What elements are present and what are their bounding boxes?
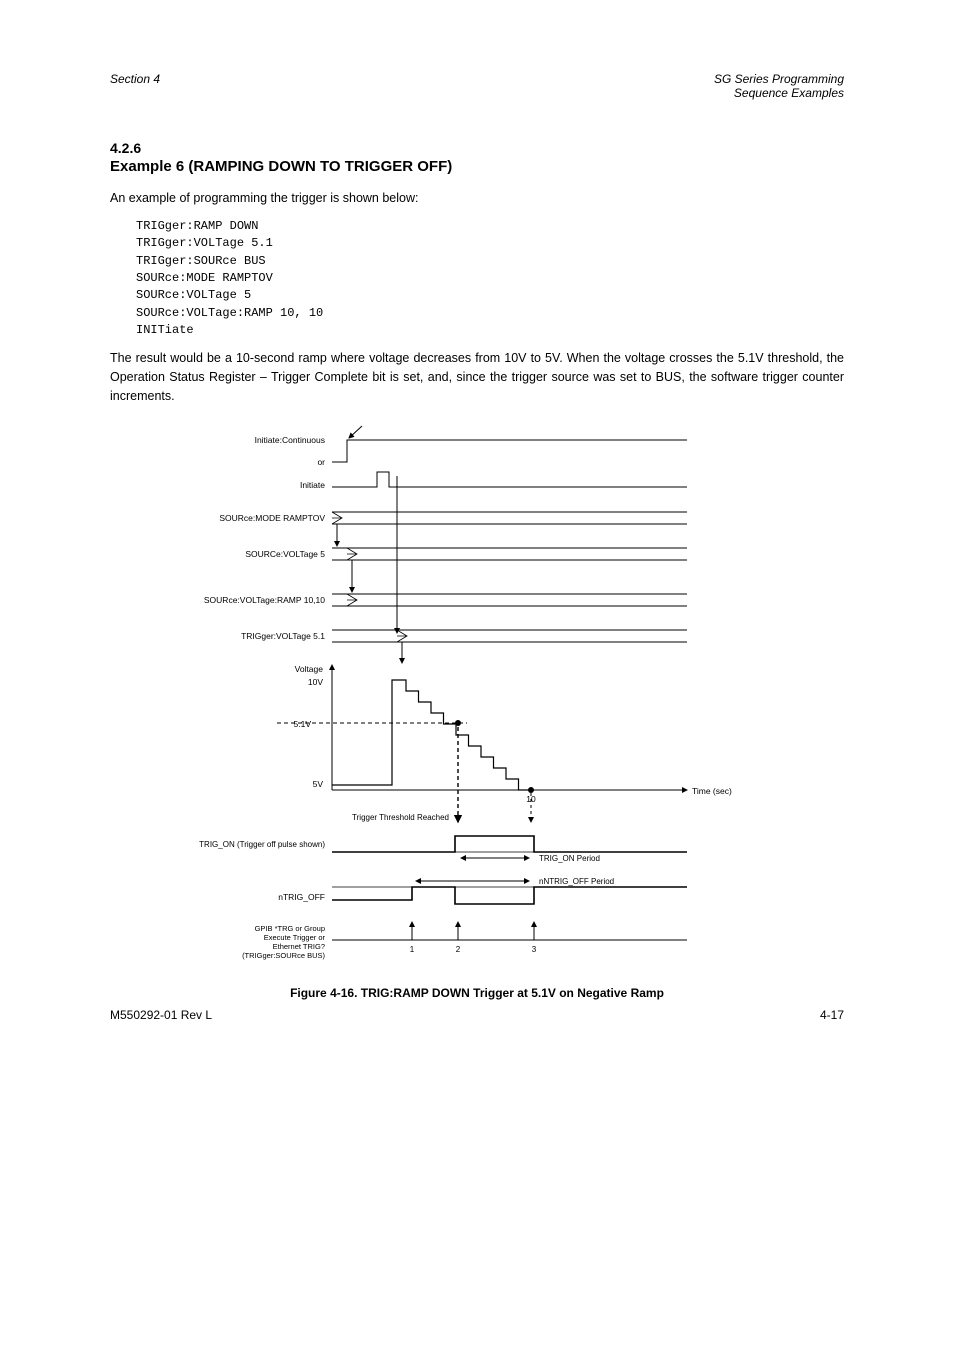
timing-diagram: Initiate:Continuous or Initiate SOURce:M… bbox=[197, 420, 757, 975]
label-init-continuous: Initiate:Continuous bbox=[255, 435, 325, 445]
axis-10v: 10V bbox=[308, 677, 323, 687]
header-left: Section 4 bbox=[110, 72, 160, 100]
code-line: SOURce:MODE RAMPTOV bbox=[136, 271, 273, 285]
label-gpib-4: (TRIGger:SOURce BUS) bbox=[242, 951, 325, 960]
label-or: or bbox=[317, 457, 325, 467]
code-line: SOURce:VOLTage 5 bbox=[136, 288, 251, 302]
label-gpib-1: GPIB *TRG or Group bbox=[255, 924, 325, 933]
axis-time: Time (sec) bbox=[692, 786, 732, 796]
page-footer: M550292-01 Rev L 4-17 bbox=[110, 1008, 844, 1022]
svg-text:3: 3 bbox=[532, 945, 537, 954]
svg-text:2: 2 bbox=[456, 945, 461, 954]
label-trig-on-period: TRIG_ON Period bbox=[539, 854, 600, 863]
code-line: SOURce:VOLTage:RAMP 10, 10 bbox=[136, 306, 323, 320]
label-source-mode: SOURce:MODE RAMPTOV bbox=[219, 513, 325, 523]
label-source-ramp: SOURce:VOLTage:RAMP 10,10 bbox=[204, 595, 325, 605]
code-line: TRIGger:RAMP DOWN bbox=[136, 219, 258, 233]
code-line: TRIGger:VOLTage 5.1 bbox=[136, 236, 273, 250]
footer-left: M550292-01 Rev L bbox=[110, 1008, 212, 1022]
label-trig-on-pulse: TRIG_ON (Trigger off pulse shown) bbox=[199, 840, 325, 849]
description-text: The result would be a 10-second ramp whe… bbox=[110, 349, 844, 405]
label-gpib-2: Execute Trigger or bbox=[264, 933, 326, 942]
axis-5v: 5V bbox=[313, 779, 324, 789]
code-line: INITiate bbox=[136, 323, 194, 337]
axis-5v1: 5.1V bbox=[294, 719, 312, 729]
axis-voltage: Voltage bbox=[295, 664, 324, 674]
label-threshold-reached: Trigger Threshold Reached bbox=[352, 813, 449, 822]
label-ntrig-off: nTRIG_OFF bbox=[278, 892, 325, 902]
footer-right: 4-17 bbox=[820, 1008, 844, 1022]
label-nntrig-period: nNTRIG_OFF Period bbox=[539, 877, 614, 886]
intro-text: An example of programming the trigger is… bbox=[110, 189, 844, 208]
label-source-voltage: SOURCe:VOLTage 5 bbox=[245, 549, 325, 559]
page-header: Section 4 SG Series Programming Sequence… bbox=[110, 72, 844, 100]
svg-text:1: 1 bbox=[410, 945, 415, 954]
label-init: Initiate bbox=[300, 480, 325, 490]
section-title: Example 6 (RAMPING DOWN TO TRIGGER OFF) bbox=[110, 158, 844, 175]
figure-block: Initiate:Continuous or Initiate SOURce:M… bbox=[110, 420, 844, 1000]
header-right-2: Sequence Examples bbox=[714, 86, 844, 100]
label-gpib-3: Ethernet TRIG? bbox=[273, 942, 325, 951]
figure-caption: Figure 4-16. TRIG:RAMP DOWN Trigger at 5… bbox=[110, 986, 844, 1000]
code-line: TRIGger:SOURce BUS bbox=[136, 254, 266, 268]
axis-10: 10 bbox=[526, 794, 536, 804]
section-number: 4.2.6 bbox=[110, 140, 844, 156]
header-right-1: SG Series Programming bbox=[714, 72, 844, 86]
label-trigger-voltage: TRIGger:VOLTage 5.1 bbox=[241, 631, 325, 641]
